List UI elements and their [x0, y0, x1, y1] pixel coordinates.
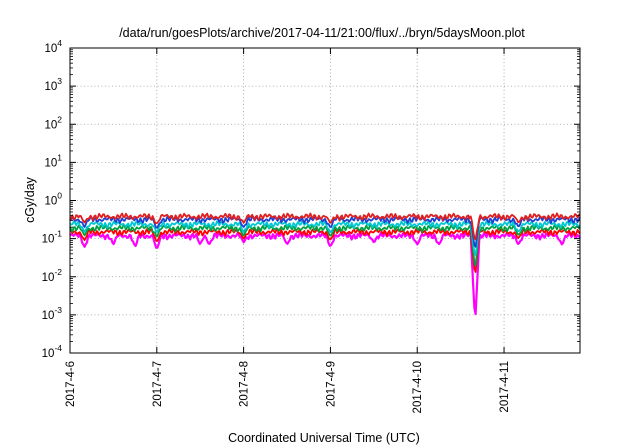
y-tick-label: 10-4	[42, 343, 63, 360]
ticks	[69, 47, 580, 354]
series-line-3	[69, 223, 581, 267]
x-tick-label: 2017-4-6	[65, 361, 77, 407]
y-tick-label: 10-2	[42, 267, 63, 284]
x-axis-label: Coordinated Universal Time (UTC)	[228, 431, 420, 445]
x-tick-label: 2017-4-10	[412, 361, 424, 413]
x-tick-label: 2017-4-7	[152, 361, 164, 407]
y-tick-label: 10-3	[42, 305, 63, 322]
chart-title: /data/run/goesPlots/archive/2017-04-11/2…	[119, 26, 525, 40]
grid	[70, 48, 580, 353]
x-tick-labels: 2017-4-6 2017-4-7 2017-4-8 2017-4-9 2017-4-1…	[65, 361, 511, 413]
series-line-5	[69, 215, 581, 248]
x-tick-label: 2017-4-9	[325, 361, 337, 407]
y-axis-label: cGy/day	[23, 176, 37, 223]
y-tick-label: 100	[44, 191, 62, 208]
series-line-6	[69, 212, 581, 241]
y-tick-label: 104	[44, 38, 62, 55]
series-line-2	[69, 227, 581, 273]
y-tick-labels: 10-4 10-3 10-2 10-1 100 101 102 103 104	[42, 38, 63, 360]
x-tick-label: 2017-4-8	[239, 361, 251, 407]
y-tick-label: 101	[44, 152, 62, 169]
y-tick-label: 102	[44, 114, 62, 131]
series-layer	[69, 212, 581, 316]
x-tick-label: 2017-4-11	[499, 361, 511, 413]
y-tick-label: 10-1	[42, 229, 63, 246]
plot-frame	[69, 47, 581, 354]
y-tick-label: 103	[44, 76, 62, 93]
series-line-1	[69, 231, 581, 316]
